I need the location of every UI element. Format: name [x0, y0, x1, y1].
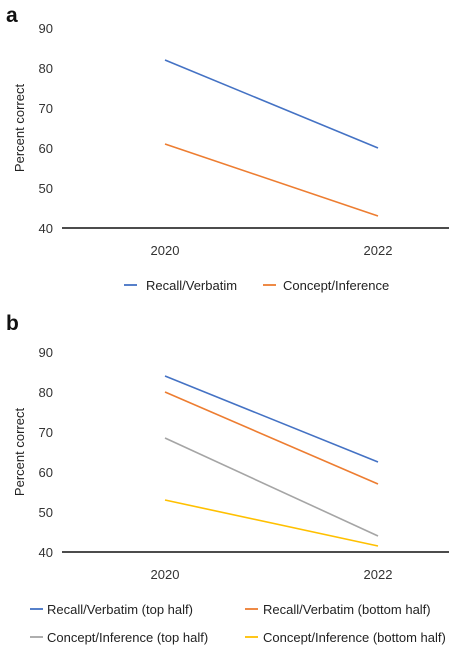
y-tick-label: 80 [39, 385, 53, 400]
legend-label: Concept/Inference (bottom half) [263, 630, 446, 645]
y-tick-label: 40 [39, 545, 53, 560]
y-tick-label: 60 [39, 141, 53, 156]
legend-label: Concept/Inference [283, 278, 389, 293]
y-axis-title: Percent correct [12, 84, 27, 173]
series-line-3 [164, 499, 379, 547]
panel-label: a [6, 4, 18, 27]
y-tick-label: 70 [39, 425, 53, 440]
series-line-0 [164, 59, 379, 149]
y-tick-label: 90 [39, 21, 53, 36]
x-tick-label: 2022 [364, 567, 393, 582]
legend-label: Recall/Verbatim [146, 278, 237, 293]
series-line-1 [164, 391, 379, 485]
legend-label: Recall/Verbatim (top half) [47, 602, 193, 617]
x-tick-label: 2020 [151, 243, 180, 258]
panel-label: b [6, 312, 19, 335]
series-line-1 [164, 143, 379, 217]
legend-label: Concept/Inference (top half) [47, 630, 208, 645]
y-tick-label: 70 [39, 101, 53, 116]
y-tick-label: 80 [39, 61, 53, 76]
series-line-2 [164, 437, 379, 537]
y-tick-label: 60 [39, 465, 53, 480]
chart-panel-b: b Percent correct 40 50 60 70 80 90 2020 2022 Reca… [6, 312, 449, 645]
y-tick-label: 40 [39, 221, 53, 236]
chart-panel-a: a Percent correct 40 50 60 70 80 90 2020 2022 Reca… [6, 4, 449, 293]
series-line-0 [164, 375, 379, 463]
y-axis-title: Percent correct [12, 408, 27, 497]
legend-label: Recall/Verbatim (bottom half) [263, 602, 431, 617]
y-tick-label: 50 [39, 181, 53, 196]
y-tick-label: 90 [39, 345, 53, 360]
y-tick-label: 50 [39, 505, 53, 520]
x-tick-label: 2020 [151, 567, 180, 582]
x-tick-label: 2022 [364, 243, 393, 258]
